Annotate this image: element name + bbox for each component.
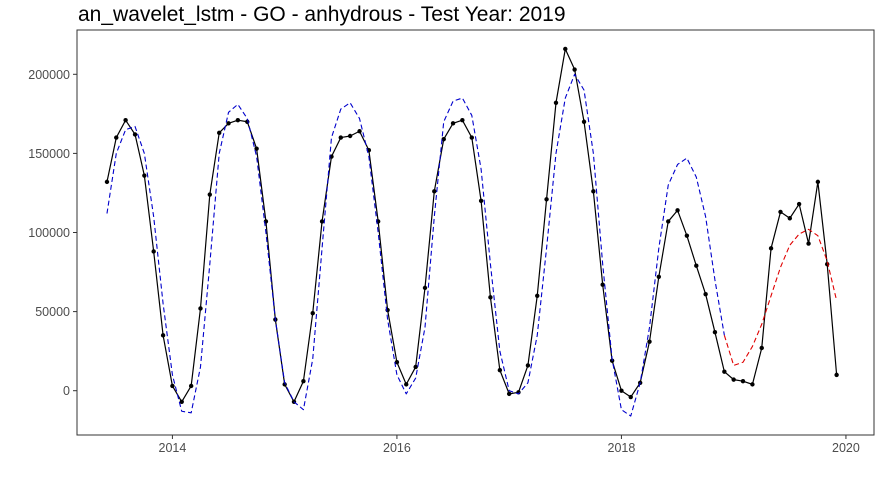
data-point [535, 293, 540, 298]
data-point [750, 382, 755, 387]
data-point [722, 369, 727, 374]
data-point [694, 263, 699, 268]
data-point [768, 246, 774, 251]
x-tick-label: 2014 [159, 441, 187, 455]
data-point [394, 360, 400, 365]
data-point [142, 173, 147, 178]
chart-title: an_wavelet_lstm - GO - anhydrous - Test … [78, 3, 566, 26]
data-point [684, 233, 690, 238]
data-point [581, 119, 587, 124]
data-point [759, 345, 764, 351]
data-point [347, 133, 353, 139]
data-point [647, 339, 652, 344]
data-point [422, 285, 428, 291]
y-axis: 0 50000 100000 150000 200000 [28, 68, 77, 398]
data-point [469, 135, 474, 140]
data-point [591, 189, 596, 194]
data-point [656, 274, 662, 279]
data-point [170, 383, 175, 389]
data-point [666, 219, 671, 224]
data-point [441, 136, 446, 142]
data-point [413, 364, 418, 370]
data-point [432, 189, 437, 194]
data-point [497, 367, 503, 373]
series-layer [104, 46, 839, 417]
data-point [778, 209, 783, 215]
data-point [553, 100, 559, 105]
data-point [712, 329, 718, 335]
y-tick-label: 200000 [28, 68, 70, 82]
data-point [619, 388, 624, 393]
data-point [506, 391, 512, 397]
y-tick-label: 150000 [28, 147, 70, 161]
data-point [731, 377, 736, 382]
data-point [357, 129, 362, 134]
data-point [703, 291, 708, 297]
data-point [628, 394, 633, 400]
series-line-0 [106, 48, 838, 403]
y-tick-label: 50000 [35, 305, 70, 319]
data-point [796, 201, 802, 207]
data-point [151, 249, 156, 254]
data-point [104, 179, 110, 185]
x-tick-label: 2020 [832, 441, 860, 455]
data-point [217, 130, 222, 136]
data-point [310, 310, 315, 316]
data-point [404, 382, 409, 387]
series-line-1 [106, 73, 725, 417]
data-point [600, 282, 605, 287]
data-point [675, 208, 680, 213]
data-point [815, 179, 821, 185]
data-point [254, 146, 259, 151]
y-tick-label: 100000 [28, 226, 70, 240]
data-point [563, 46, 568, 52]
data-point [525, 363, 531, 368]
data-point [787, 216, 793, 221]
data-point [544, 197, 549, 202]
x-tick-label: 2016 [383, 441, 411, 455]
data-point [806, 241, 811, 246]
data-point [132, 132, 138, 137]
data-point [123, 117, 128, 123]
x-tick-label: 2018 [608, 441, 636, 455]
data-point [301, 379, 306, 384]
series-line-2 [723, 228, 838, 366]
data-point [834, 372, 839, 378]
data-point [160, 333, 166, 338]
data-point [114, 135, 119, 140]
data-point [198, 306, 203, 311]
data-point [740, 379, 746, 384]
data-point [226, 121, 231, 126]
data-point [188, 383, 194, 389]
y-tick-label: 0 [63, 384, 70, 398]
data-point [572, 67, 577, 72]
data-point [179, 399, 184, 404]
data-point [488, 295, 493, 300]
data-point [282, 382, 287, 387]
data-point [207, 192, 212, 197]
data-point [338, 135, 343, 140]
data-point [319, 219, 325, 224]
data-point [460, 117, 465, 123]
data-point [478, 198, 484, 204]
data-point [450, 121, 456, 126]
data-point [235, 117, 241, 123]
x-axis: 2014 2016 2018 2020 [159, 435, 860, 455]
